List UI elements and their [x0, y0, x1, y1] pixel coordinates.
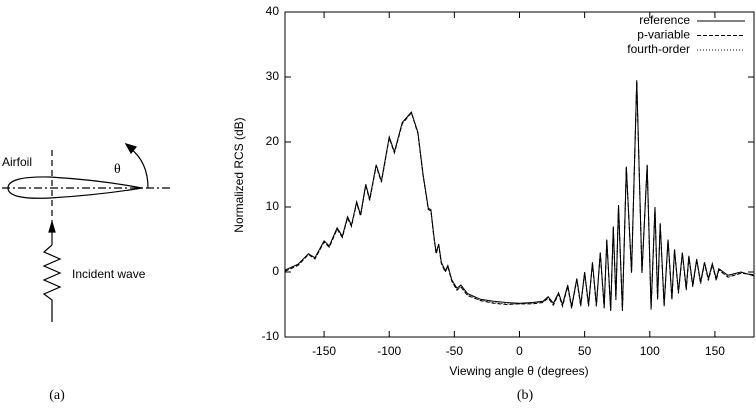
caption-a: (a) — [49, 388, 65, 403]
angle-label: θ — [114, 162, 121, 177]
x-tick-label: 150 — [705, 344, 725, 358]
y-tick-label: 0 — [272, 264, 279, 278]
airfoil-diagram — [2, 143, 170, 322]
y-tick-label: -10 — [262, 329, 280, 343]
airfoil-label: Airfoil — [2, 155, 32, 169]
y-tick-label: 40 — [266, 4, 280, 18]
wave-arrow-head — [48, 219, 56, 233]
angle-arrow-head — [124, 143, 138, 155]
legend-label: p-variable — [637, 28, 690, 42]
series-line — [284, 81, 755, 312]
wave-label: Incident wave — [72, 267, 146, 281]
angle-arc — [129, 147, 149, 189]
series-line — [284, 80, 755, 311]
plot-frame — [284, 11, 755, 338]
y-tick-label: 10 — [266, 199, 280, 213]
caption-b: (b) — [517, 388, 534, 403]
x-tick-label: 50 — [578, 344, 592, 358]
x-tick-label: 0 — [516, 344, 523, 358]
legend-label: reference — [639, 13, 690, 27]
x-tick-label: 100 — [640, 344, 660, 358]
y-tick-label: 20 — [266, 134, 280, 148]
x-axis-title: Viewing angle θ (degrees) — [449, 364, 588, 378]
x-tick-label: -50 — [446, 344, 464, 358]
y-tick-label: 30 — [266, 69, 280, 83]
series-line — [284, 80, 755, 310]
incident-wave — [42, 244, 62, 322]
y-axis-title: Normalized RCS (dB) — [232, 117, 246, 232]
x-tick-label: -150 — [312, 344, 336, 358]
x-tick-label: -100 — [377, 344, 401, 358]
legend-label: fourth-order — [627, 42, 690, 56]
